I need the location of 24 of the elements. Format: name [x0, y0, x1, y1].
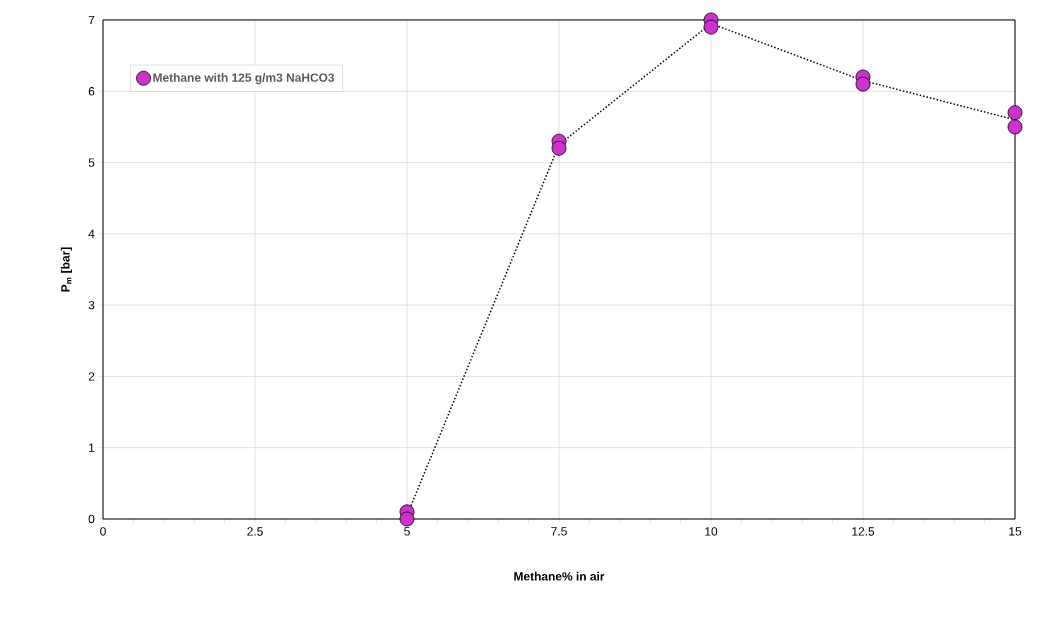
x-tick-label: 15 [1009, 527, 1022, 536]
y-axis-title: P$_{m}$ [bar] [60, 247, 73, 292]
x-tick-label: 0 [100, 527, 106, 536]
x-tick-label: 7.5 [551, 527, 567, 536]
y-tick-label: 1 [89, 443, 95, 452]
y-tick-label: 4 [88, 229, 95, 238]
y-tick-label: 2 [88, 372, 95, 381]
point [855, 76, 871, 92]
point [551, 140, 567, 156]
y-tick-label: 5 [88, 158, 95, 167]
legend-label: Methane with 125 g/m3 NaHCO3 [153, 73, 335, 85]
x-tick-label: 10 [705, 527, 718, 536]
point [703, 19, 719, 35]
y-tick-label: 6 [88, 87, 95, 96]
y-tick-label: 7 [88, 15, 95, 25]
x-tick-label: 12.5 [852, 527, 875, 536]
point [1007, 105, 1023, 121]
point [1007, 119, 1023, 135]
y-tick-label: 0 [88, 514, 95, 524]
x-tick-label: 2.5 [247, 527, 263, 536]
x-tick-label: 5 [404, 527, 410, 536]
x-axis-title: Methane% in air [514, 571, 605, 581]
point [399, 511, 415, 527]
y-tick-label: 3 [88, 300, 95, 310]
